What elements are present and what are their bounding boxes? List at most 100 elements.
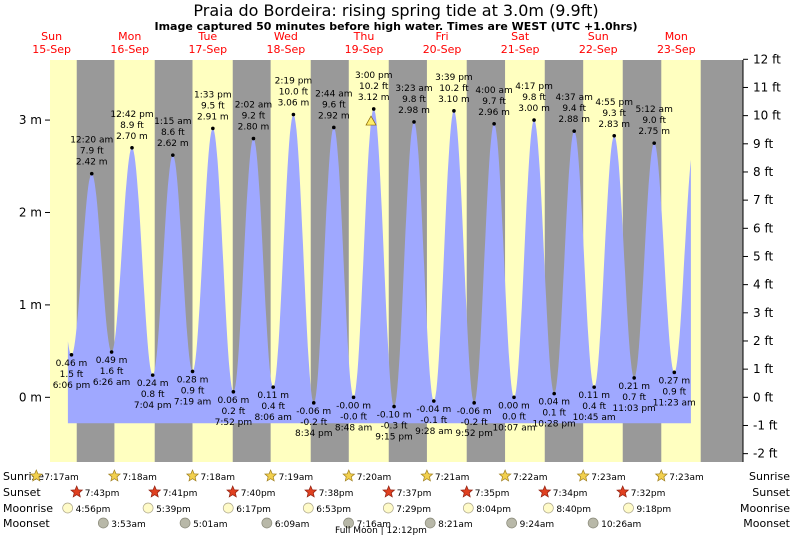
tide-curve [67,109,691,424]
day-date-label: 21-Sep [501,43,540,56]
sunset-time: 7:35pm [475,489,510,499]
moonrise-time: 6:17pm [236,505,271,515]
tide-time-label: 9:52 pm [455,429,493,439]
sunset-icon [148,485,162,498]
tide-m-label: 0.27 m [658,376,690,386]
moonrise-icon [382,502,394,514]
tide-m-label: 0.11 m [257,391,289,401]
moonrise-icon [462,502,474,514]
moonset-time: 8:21am [438,520,473,530]
moonrise-icon [302,502,314,514]
tide-m-label: 3.12 m [358,93,390,103]
row-label-right: Sunset [752,486,790,499]
tide-time-label: 10:28 pm [533,420,576,430]
tide-point [351,395,356,400]
day-date-label: 19-Sep [345,43,384,56]
right-tick-label: -2 ft [753,447,778,461]
tide-point [69,353,74,357]
tide-time-label: 3:39 pm [435,73,473,83]
moonset-icon [506,517,518,529]
tide-point [311,401,316,405]
day-name-label: Sun [41,30,62,43]
tide-m-label: 2.83 m [598,120,630,130]
sunset-icon [304,485,318,498]
tide-m-label: 0.28 m [177,375,209,385]
tide-ft-label: 8.6 ft [161,128,185,138]
tide-point [109,350,114,354]
day-name-label: Tue [197,30,217,43]
tide-point [472,401,476,405]
tide-m-label: -0.04 m [416,405,451,415]
tide-ft-label: 9.0 ft [642,116,666,126]
moonset-time: 3:53am [111,520,146,530]
moonset-time: 5:01am [193,520,228,530]
moonrise-time: 8:04pm [476,505,511,515]
moonrise-time: 4:56pm [76,505,111,515]
day-name-label: Mon [665,30,688,43]
day-date-label: 22-Sep [579,43,618,56]
tide-time-label: 1:15 am [154,117,191,127]
tide-ft-label: 9.7 ft [482,97,506,107]
tide-point [612,133,617,138]
tide-m-label: 2.75 m [638,127,670,137]
tide-point [271,385,275,389]
tide-ft-label: 10.2 ft [359,82,389,92]
sunset-time: 7:32pm [631,489,666,499]
sunrise-icon [107,469,121,482]
left-tick-label: 2 m [19,205,42,219]
day-date-label: 15-Sep [32,43,71,56]
moonrise-time: 8:40pm [556,505,591,515]
tide-ft-label: -0.0 ft [340,412,367,422]
tide-time-label: 4:17 pm [515,82,553,92]
tide-m-label: 3.00 m [518,104,550,114]
moonrise-icon [222,502,234,514]
tide-m-label: 0.49 m [96,356,128,366]
moonset-icon [261,517,273,529]
right-tick-label: 6 ft [753,221,773,235]
tide-point [89,171,94,176]
day-labels: Sun15-SepMon16-SepTue17-SepWed18-SepThu1… [32,30,695,56]
axes: 0 m 1 m 2 m 3 m -2 ft -1 ft 0 ft 1 ft 2 ft 3 ft 4 … [19,52,781,462]
right-tick-label: 11 ft [753,80,781,94]
moonset-icon [97,517,109,529]
tide-time-label: 9:15 pm [375,433,413,443]
tide-point [211,126,215,131]
sunrise-time: 7:19am [279,473,314,483]
tide-time-label: 3:23 am [395,84,432,94]
tide-ft-label: 9.3 ft [602,109,626,119]
tide-time-label: 8:34 pm [295,429,333,439]
right-tick-label: 7 ft [753,193,773,207]
sunset-icon [460,485,474,498]
tide-time-label: 11:23 am [653,398,696,408]
tide-time-label: 12:20 am [70,136,113,146]
sunrise-icon [185,469,200,482]
tide-time-label: 3:00 pm [355,71,393,81]
day-date-label: 20-Sep [423,43,462,56]
tide-m-label: 2.62 m [157,139,189,149]
row-label-left: Sunset [3,486,41,499]
sunset-icon [70,485,84,498]
tide-point [332,125,336,130]
right-tick-label: 1 ft [753,362,773,376]
tide-m-label: 0.46 m [56,359,88,369]
tide-ft-label: 0.8 ft [141,390,165,400]
tide-ft-label: 9.5 ft [201,101,225,111]
tide-ft-label: 0.9 ft [662,387,686,397]
right-tick-label: -1 ft [753,418,778,432]
right-tick-label: 8 ft [753,165,773,179]
chart-title: Praia do Bordeira: rising spring tide at… [193,1,598,20]
rising-tide-triangle [365,115,377,126]
tide-m-label: 0.11 m [578,391,610,401]
right-tick-label: 4 ft [753,278,773,292]
moonrise-icon [62,502,74,514]
tide-ft-label: 0.7 ft [622,393,646,403]
day-date-label: 18-Sep [267,43,306,56]
tide-m-label: 2.96 m [478,108,510,118]
tide-points: 0.46 m1.5 ft6:06 pm 12:20 am7.9 ft2.42 m 0… [53,71,696,443]
tide-ft-label: 9.8 ft [522,93,546,103]
sunrise-icon [264,469,278,482]
tide-ft-label: 0.0 ft [502,412,526,422]
tide-time-label: 4:37 am [556,93,593,103]
right-tick-label: 0 ft [753,390,773,404]
tide-time-label: 10:45 am [573,413,616,423]
